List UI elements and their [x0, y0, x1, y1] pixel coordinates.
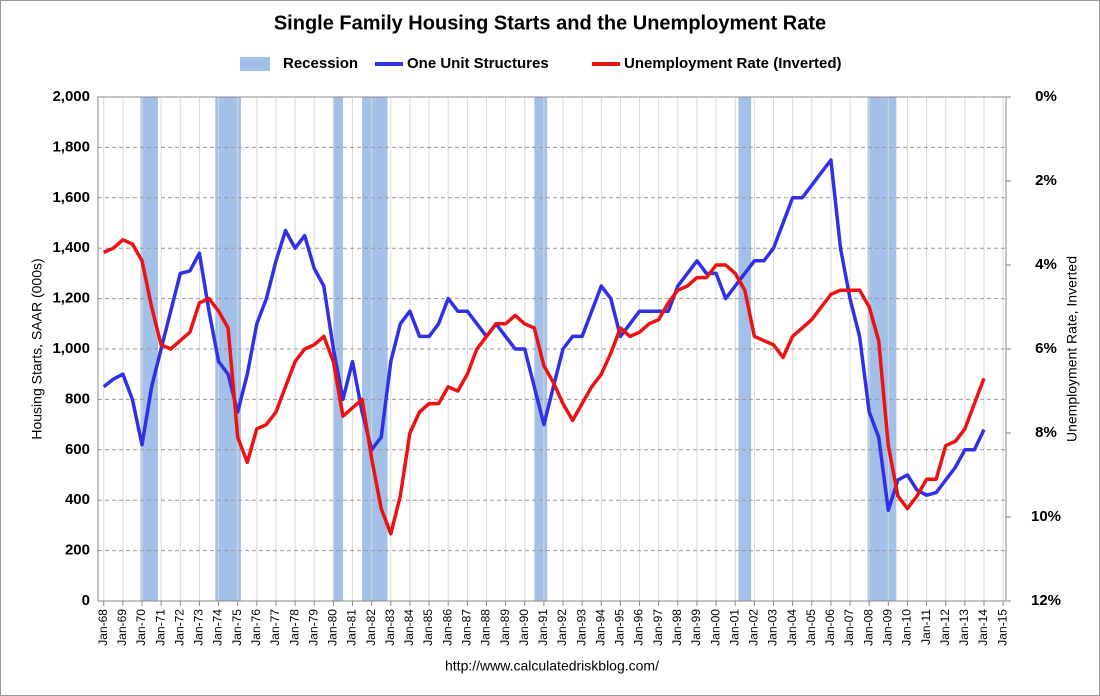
x-tick-label: Jan-75 [230, 609, 244, 646]
legend-label: Unemployment Rate (Inverted) [624, 55, 842, 72]
x-tick-label: Jan-13 [957, 609, 971, 646]
x-tick-label: Jan-77 [268, 609, 282, 646]
x-tick-label: Jan-80 [326, 609, 340, 646]
series-line [102, 158, 986, 513]
y-tick-label: 600 [65, 441, 90, 458]
y2-tick-label: 0% [1035, 88, 1057, 105]
x-tick-label: Jan-86 [440, 609, 454, 646]
x-tick-label: Jan-06 [823, 609, 837, 646]
y2-tick-label: 8% [1035, 424, 1057, 441]
source-annotation: http://www.calculatedriskblog.com/ [445, 658, 659, 674]
y2-tick-label: 2% [1035, 172, 1057, 189]
x-tick-label: Jan-95 [613, 609, 627, 646]
x-tick-label: Jan-88 [479, 609, 493, 646]
y-tick-label: 1,400 [52, 239, 90, 256]
x-tick-label: Jan-00 [708, 609, 722, 646]
x-tick-label: Jan-87 [459, 609, 473, 646]
x-tick-label: Jan-89 [498, 609, 512, 646]
y-tick-label: 0 [82, 592, 90, 609]
x-tick-label: Jan-05 [804, 609, 818, 646]
x-tick-label: Jan-09 [880, 609, 894, 646]
x-tick-label: Jan-11 [919, 609, 933, 645]
legend-label: One Unit Structures [407, 55, 549, 72]
x-tick-label: Jan-76 [249, 609, 263, 646]
x-tick-label: Jan-15 [995, 609, 1009, 646]
x-tick-label: Jan-96 [632, 609, 646, 646]
x-tick-label: Jan-10 [900, 609, 914, 646]
y-tick-label: 1,200 [52, 290, 90, 307]
y2-axis-label: Unemployment Rate, Inverted [1064, 256, 1080, 442]
x-tick-label: Jan-98 [670, 609, 684, 646]
x-tick-label: Jan-82 [364, 609, 378, 646]
x-tick-label: Jan-02 [747, 609, 761, 646]
y2-tick-label: 10% [1031, 508, 1061, 525]
x-tick-label: Jan-73 [192, 609, 206, 646]
x-tick-label: Jan-12 [938, 609, 952, 646]
x-tick-label: Jan-07 [842, 609, 856, 646]
x-tick-label: Jan-94 [593, 609, 607, 646]
x-tick-label: Jan-69 [115, 609, 129, 646]
x-tick-label: Jan-84 [402, 609, 416, 646]
legend-swatch [240, 57, 270, 71]
x-tick-label: Jan-85 [421, 609, 435, 646]
y-tick-label: 400 [65, 491, 90, 508]
x-tick-label: Jan-71 [153, 609, 167, 646]
y-tick-label: 2,000 [52, 88, 90, 105]
x-tick-label: Jan-08 [861, 609, 875, 646]
x-tick-label: Jan-70 [134, 609, 148, 646]
x-tick-label: Jan-01 [727, 609, 741, 646]
x-tick-label: Jan-04 [785, 609, 799, 646]
x-tick-label: Jan-79 [306, 609, 320, 646]
x-tick-label: Jan-90 [517, 609, 531, 646]
x-tick-label: Jan-14 [976, 609, 990, 646]
plot-frame [97, 96, 1007, 602]
x-tick-label: Jan-03 [766, 609, 780, 646]
legend-label: Recession [283, 55, 358, 72]
x-tick-label: Jan-91 [536, 609, 550, 646]
x-tick-label: Jan-92 [555, 609, 569, 646]
x-tick-label: Jan-83 [383, 609, 397, 646]
y-tick-label: 1,000 [52, 340, 90, 357]
y2-tick-label: 6% [1035, 340, 1057, 357]
x-tick-label: Jan-68 [96, 609, 110, 646]
x-tick-label: Jan-99 [689, 609, 703, 646]
chart-title: Single Family Housing Starts and the Une… [274, 12, 826, 34]
x-tick-label: Jan-97 [651, 609, 665, 646]
y-tick-label: 1,600 [52, 189, 90, 206]
series-line [102, 238, 986, 536]
y-tick-label: 1,800 [52, 138, 90, 155]
y-axis-label: Housing Starts, SAAR (000s) [29, 258, 45, 439]
x-tick-label: Jan-72 [172, 609, 186, 646]
x-tick-label: Jan-78 [287, 609, 301, 646]
x-tick-label: Jan-93 [574, 609, 588, 646]
y2-tick-label: 12% [1031, 592, 1061, 609]
y-tick-label: 800 [65, 390, 90, 407]
y-tick-label: 200 [65, 542, 90, 559]
x-tick-label: Jan-81 [345, 609, 359, 646]
y2-tick-label: 4% [1035, 256, 1057, 273]
x-tick-label: Jan-74 [211, 609, 225, 646]
